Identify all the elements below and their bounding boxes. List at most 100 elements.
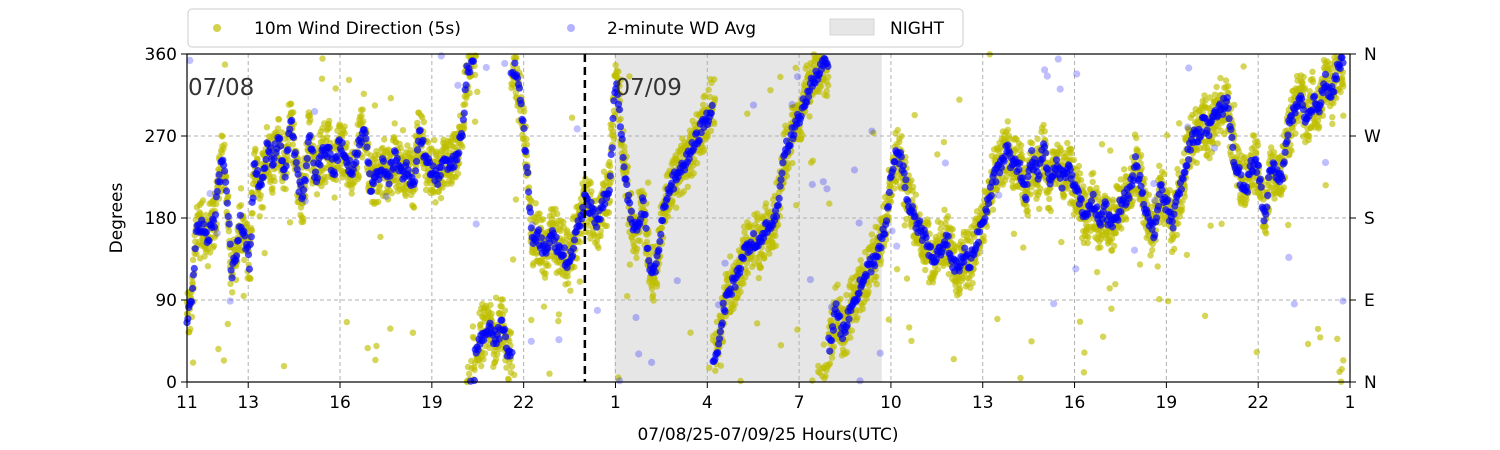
wd-5s-point <box>806 113 813 120</box>
wd-5s-point <box>555 311 563 318</box>
wd-5s-point <box>825 82 832 89</box>
wd-5s-point <box>706 93 713 101</box>
wd-2min-point <box>569 244 578 252</box>
wd-5s-point <box>545 262 552 269</box>
wd-2min-point <box>301 177 309 185</box>
wd-5s-point <box>1340 83 1347 90</box>
wd-5s-point <box>341 130 348 137</box>
wd-5s-point <box>648 285 656 293</box>
wd-2min-point <box>386 172 394 180</box>
wd-5s-point <box>1068 150 1075 157</box>
wd-5s-point <box>623 169 630 176</box>
wd-5s-point <box>809 157 816 164</box>
wd-5s-point <box>189 256 197 263</box>
wd-5s-point <box>754 216 761 223</box>
wd-5s-point <box>437 194 445 202</box>
wd-2min-point <box>254 167 262 175</box>
wd-5s-point <box>908 177 915 184</box>
wd-2min-point <box>434 180 442 188</box>
wd-5s-point <box>459 143 466 150</box>
wd-5s-point <box>376 182 383 189</box>
wd-2min-point <box>470 376 478 385</box>
wd-5s-point <box>375 198 382 205</box>
wd-2min-point <box>284 146 292 154</box>
wd-5s-point <box>956 96 963 103</box>
wd-5s-point <box>1017 142 1025 149</box>
wd-5s-point <box>922 266 929 274</box>
wd-5s-point <box>1178 203 1186 211</box>
wd-5s-point <box>1329 114 1336 121</box>
wd-5s-point <box>1040 121 1047 129</box>
wd-5s-point <box>384 196 392 203</box>
wd-5s-point <box>658 224 666 232</box>
wd-2min-point <box>247 233 255 241</box>
wd-5s-point <box>540 303 548 310</box>
wd-5s-point <box>1041 128 1048 135</box>
wd-2min-point <box>222 187 231 195</box>
wd-2min-point <box>501 59 509 68</box>
wd-2min-point <box>727 290 736 298</box>
wd-5s-point <box>1080 369 1088 376</box>
wd-5s-point <box>822 372 829 380</box>
wd-2min-point <box>455 149 463 157</box>
wd-5s-point <box>249 210 256 217</box>
wd-5s-point <box>705 86 712 94</box>
wd-5s-point <box>508 363 516 370</box>
wd-5s-point <box>1317 334 1324 341</box>
wd-2min-point <box>199 220 208 228</box>
wd-5s-point <box>785 164 792 172</box>
wd-5s-point <box>1034 135 1041 143</box>
wd-5s-point <box>870 129 877 137</box>
wd-5s-point <box>854 314 861 321</box>
wd-2min-point <box>502 333 510 341</box>
wd-5s-point <box>1120 166 1128 173</box>
wd-5s-point <box>499 296 506 303</box>
wd-5s-point <box>404 142 411 149</box>
wd-2min-point <box>644 244 652 252</box>
wd-5s-point <box>1156 162 1163 169</box>
wd-2min-point <box>276 135 284 143</box>
wd-5s-point <box>487 301 494 309</box>
wd-5s-point <box>287 100 295 108</box>
wd-5s-point <box>331 194 338 201</box>
wd-5s-point <box>741 229 748 236</box>
wd-5s-point <box>381 136 388 143</box>
wd-2min-point <box>673 277 681 285</box>
wd-5s-point <box>944 213 951 220</box>
wd-5s-point <box>903 275 911 282</box>
wd-2min-point <box>367 187 376 195</box>
wd-5s-point <box>823 92 831 100</box>
wd-5s-point <box>603 222 610 229</box>
wd-5s-point <box>1337 88 1344 96</box>
wd-5s-point <box>799 131 806 139</box>
wd-5s-point <box>912 191 919 198</box>
wd-5s-point <box>377 233 384 241</box>
wd-2min-point <box>338 139 346 147</box>
wd-2min-point <box>419 136 427 144</box>
wd-5s-point <box>454 170 462 177</box>
wd-2min-point <box>519 117 527 125</box>
wd-5s-point <box>959 275 966 282</box>
wd-5s-point <box>949 226 956 233</box>
wd-5s-point <box>552 205 559 213</box>
wd-5s-point <box>761 255 768 262</box>
wd-5s-point <box>700 101 707 109</box>
wd-5s-point <box>523 135 530 143</box>
wd-5s-point <box>737 288 744 296</box>
wd-2min-point <box>221 167 229 175</box>
wd-5s-point <box>711 76 718 83</box>
wd-5s-point <box>754 320 761 327</box>
wd-5s-point <box>555 317 562 325</box>
wd-5s-point <box>848 327 856 334</box>
wd-5s-point <box>956 285 964 293</box>
wd-5s-point <box>772 232 779 240</box>
wd-2min-point <box>205 237 213 245</box>
wd-5s-point <box>817 82 825 90</box>
wd-5s-point <box>825 73 832 81</box>
wd-5s-point <box>567 287 574 294</box>
wd-5s-point <box>1111 242 1118 250</box>
wd-5s-point <box>1253 149 1260 157</box>
wd-5s-point <box>387 325 394 332</box>
wd-5s-point <box>237 185 245 192</box>
wd-2min-point <box>436 172 444 180</box>
